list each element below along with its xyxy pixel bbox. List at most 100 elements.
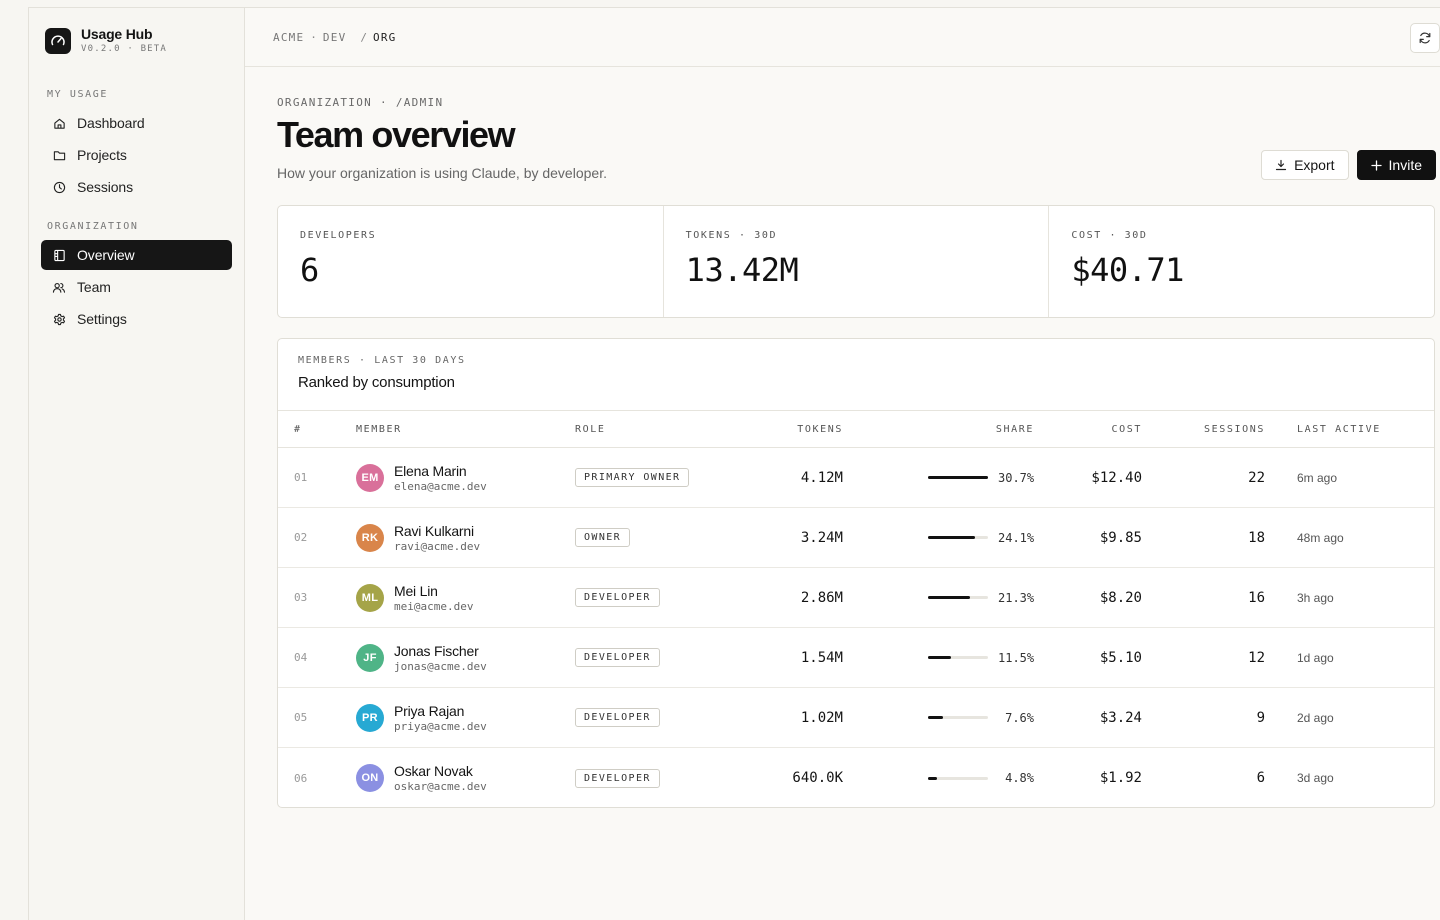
member-name: Mei Lin [394, 582, 438, 599]
tokens-value: 1.54M [800, 649, 843, 666]
column-header-share[interactable]: SHARE [995, 423, 1034, 435]
last-active-value: 2d ago [1297, 710, 1334, 725]
sidebar-item-dashboard[interactable]: Dashboard [41, 108, 232, 138]
table-row[interactable]: 04 JF Jonas Fischer jonas@acme.dev DEVEL… [278, 628, 1434, 688]
clock-icon [52, 180, 66, 194]
brand-name: Usage Hub [81, 26, 153, 42]
row-index: 02 [294, 531, 308, 544]
tokens-value: 2.86M [800, 589, 843, 606]
nav-heading: ORGANIZATION [47, 221, 139, 232]
member-email: elena@acme.dev [394, 479, 487, 493]
share-bar-fill [928, 656, 951, 659]
sidebar-item-label: Settings [77, 311, 127, 327]
column-header-role[interactable]: ROLE [575, 423, 606, 435]
row-index: 01 [294, 471, 308, 484]
role-badge: OWNER [575, 528, 631, 547]
row-index: 05 [294, 711, 308, 724]
last-active-value: 6m ago [1297, 470, 1338, 485]
role-badge: DEVELOPER [575, 768, 660, 788]
table-row[interactable]: 03 ML Mei Lin mei@acme.dev DEVELOPER 2.8… [278, 568, 1434, 628]
sidebar-item-team[interactable]: Team [41, 272, 232, 302]
page-actions: Export Invite [1261, 150, 1436, 180]
sessions-value: 12 [1248, 649, 1265, 666]
column-header-sessions[interactable]: SESSIONS [1204, 423, 1265, 435]
column-header-member[interactable]: MEMBER [356, 423, 402, 435]
members-eyebrow: MEMBERS · LAST 30 DAYS [298, 355, 466, 366]
cost-value: $8.20 [1099, 589, 1142, 606]
brand-version: V0.2.0 · BETA [81, 44, 168, 54]
sidebar-item-projects[interactable]: Projects [41, 140, 232, 170]
tokens-value: 4.12M [800, 469, 843, 486]
nav-section-my-usage: MY USAGE Dashboard Projects Sessions [41, 88, 232, 204]
brand[interactable]: Usage Hub V0.2.0 · BETA [45, 27, 167, 54]
sessions-value: 9 [1256, 709, 1265, 726]
sidebar-item-label: Projects [77, 147, 127, 163]
column-header-cost[interactable]: COST [1111, 423, 1142, 435]
nav-heading: MY USAGE [47, 89, 108, 100]
page-title: Team overview [277, 114, 516, 155]
member-name: Ravi Kulkarni [394, 522, 474, 539]
sidebar-item-settings[interactable]: Settings [41, 304, 232, 334]
nav-section-organization: ORGANIZATION Overview Team Settings [41, 220, 232, 336]
last-active-value: 3d ago [1297, 771, 1334, 785]
download-icon [1275, 159, 1287, 171]
breadcrumb-domain[interactable]: DEV [322, 30, 347, 44]
gear-icon [52, 312, 66, 326]
member-email: mei@acme.dev [394, 599, 474, 613]
member-email: priya@acme.dev [394, 719, 487, 733]
stat-tokens: TOKENS · 30D 13.42M [664, 206, 1050, 317]
stats-panel: DEVELOPERS 6 TOKENS · 30D 13.42M COST · … [277, 205, 1435, 318]
sidebar-item-sessions[interactable]: Sessions [41, 172, 232, 202]
sessions-value: 6 [1256, 770, 1265, 786]
members-title: Ranked by consumption [298, 374, 455, 391]
page-eyebrow: ORGANIZATION · /ADMIN [277, 96, 444, 109]
member-name: Elena Marin [394, 462, 467, 479]
folder-icon [52, 148, 66, 162]
column-header-tokens[interactable]: TOKENS [797, 423, 843, 435]
avatar: EM [356, 463, 384, 492]
table-row[interactable]: 06 ON Oskar Novak oskar@acme.dev DEVELOP… [278, 748, 1434, 807]
stat-label: TOKENS · 30D [685, 230, 778, 241]
cost-value: $5.10 [1099, 649, 1142, 666]
table-row[interactable]: 02 RK Ravi Kulkarni ravi@acme.dev OWNER … [278, 508, 1434, 568]
table-row[interactable]: 05 PR Priya Rajan priya@acme.dev DEVELOP… [278, 688, 1434, 748]
stat-value: 13.42M [685, 251, 799, 289]
share-bar-fill [928, 536, 976, 539]
tokens-value: 640.0K [792, 770, 843, 786]
users-icon [52, 280, 66, 294]
avatar: RK [356, 523, 384, 552]
column-header-last-active[interactable]: LAST ACTIVE [1297, 423, 1381, 435]
topbar: ACME · DEV / ORG [245, 8, 1440, 67]
page-header: ORGANIZATION · /ADMIN Team overview How … [277, 96, 607, 181]
member-email: ravi@acme.dev [394, 539, 481, 553]
stat-label: COST · 30D [1071, 230, 1148, 241]
share-bar [928, 776, 988, 780]
member-name: Priya Rajan [394, 702, 465, 719]
role-badge: DEVELOPER [575, 588, 660, 607]
table-body: 01 EM Elena Marin elena@acme.dev PRIMARY… [278, 448, 1434, 807]
stat-cost: COST · 30D $40.71 [1049, 206, 1434, 317]
breadcrumb-org[interactable]: ACME [273, 30, 305, 44]
cost-value: $9.85 [1099, 529, 1142, 546]
breadcrumb-current: ORG [373, 30, 397, 44]
row-index: 06 [294, 771, 308, 785]
invite-button[interactable]: Invite [1356, 150, 1436, 180]
cost-value: $1.92 [1099, 770, 1142, 786]
sessions-value: 18 [1248, 529, 1265, 546]
refresh-icon [1418, 31, 1432, 45]
share-value: 21.3% [998, 590, 1035, 605]
avatar: PR [356, 703, 384, 732]
breadcrumb-separator: · [310, 30, 317, 44]
member-email: oskar@acme.dev [394, 780, 487, 793]
share-value: 24.1% [998, 530, 1035, 545]
sessions-value: 16 [1248, 589, 1265, 606]
stat-value: $40.71 [1071, 251, 1184, 289]
export-button[interactable]: Export [1261, 150, 1349, 180]
share-value: 30.7% [998, 470, 1035, 485]
refresh-button[interactable] [1410, 23, 1440, 53]
sidebar: Usage Hub V0.2.0 · BETA MY USAGE Dashboa… [29, 8, 245, 920]
plus-icon [1370, 159, 1382, 171]
avatar: ON [356, 764, 384, 792]
sidebar-item-overview[interactable]: Overview [41, 240, 232, 270]
table-row[interactable]: 01 EM Elena Marin elena@acme.dev PRIMARY… [278, 448, 1434, 508]
